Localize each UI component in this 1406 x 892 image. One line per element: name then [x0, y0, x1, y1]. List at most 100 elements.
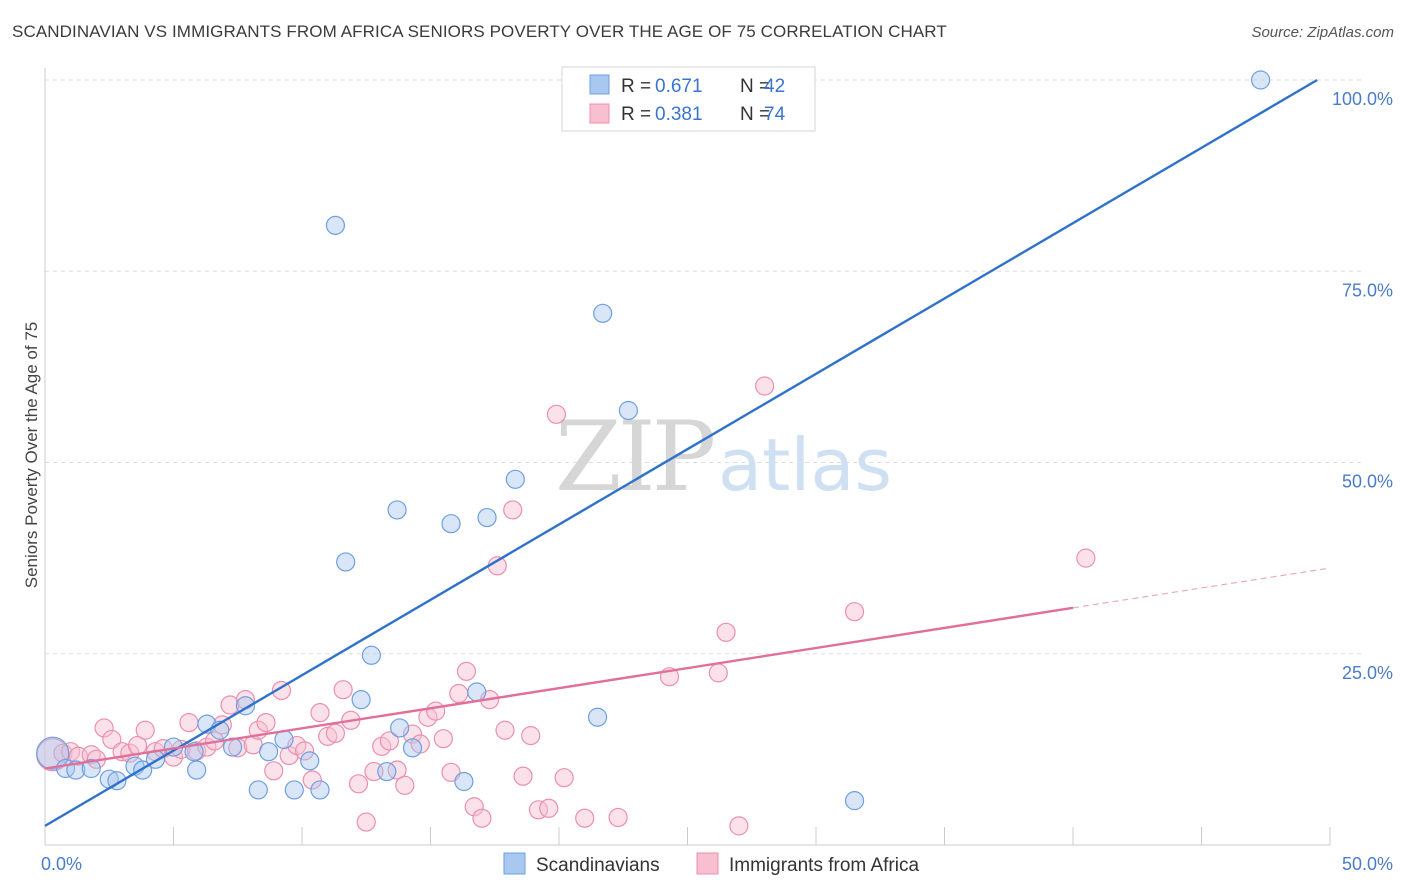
data-point	[467, 682, 487, 702]
data-point	[351, 690, 371, 710]
data-point	[300, 751, 320, 771]
data-point	[187, 760, 207, 780]
series-legend-item-immigrants[interactable]: Immigrants from Africa	[696, 852, 919, 876]
data-point	[575, 808, 595, 828]
data-point	[587, 707, 608, 727]
legend-swatch-immigrants	[589, 103, 610, 124]
data-point	[528, 800, 549, 820]
data-point	[472, 808, 492, 828]
series-legend-item-scandinavians[interactable]: Scandinavians	[503, 852, 660, 876]
legend-row-scandinavians: R = 0.671 N = 42	[589, 74, 785, 97]
series-scandinavians	[36, 70, 1271, 811]
watermark-atlas: atlas	[718, 423, 892, 507]
data-point	[325, 723, 346, 743]
series-swatch-scandinavians	[503, 852, 526, 875]
data-point	[377, 761, 397, 782]
y-tick-label: 25.0%	[1342, 663, 1393, 683]
data-point	[333, 680, 353, 700]
data-point	[539, 798, 559, 818]
data-point	[184, 742, 204, 762]
legend-swatch-scandinavians	[589, 74, 610, 95]
data-point	[302, 770, 322, 790]
data-point	[264, 761, 284, 781]
legend-row-immigrants-from-africa: R = 0.381 N = 74	[589, 103, 786, 125]
data-point	[754, 376, 775, 396]
chart-title: SCANDINAVIAN VS IMMIGRANTS FROM AFRICA S…	[12, 22, 947, 41]
data-point	[348, 774, 369, 794]
watermark: ZIP atlas	[555, 401, 892, 513]
data-point	[521, 726, 541, 746]
axes	[44, 68, 1331, 846]
legend-n-value: 74	[764, 104, 786, 125]
data-point	[449, 683, 469, 704]
data-point	[554, 768, 574, 788]
series-swatch-immigrants	[696, 852, 719, 875]
y-tick-labels: 25.0% 50.0% 75.0% 100.0%	[1332, 89, 1393, 683]
data-points	[36, 70, 1271, 836]
data-point	[618, 400, 638, 421]
legend-r-label: R =	[621, 104, 651, 125]
data-point	[256, 712, 276, 733]
y-axis-label: Seniors Poverty Over the Age of 75	[22, 322, 41, 588]
data-point	[546, 404, 567, 424]
legend-r-label: R =	[621, 76, 651, 97]
legend-n-label: N =	[740, 104, 770, 125]
data-point	[1251, 70, 1271, 90]
data-point	[387, 500, 407, 520]
data-point	[708, 663, 728, 683]
data-point	[503, 500, 523, 520]
y-tick-label: 75.0%	[1342, 280, 1393, 300]
data-point	[387, 760, 407, 780]
data-point	[390, 718, 410, 738]
trend-line	[44, 78, 1318, 827]
data-point	[361, 645, 381, 665]
data-point	[608, 807, 628, 828]
data-point	[94, 718, 114, 738]
data-point	[379, 731, 399, 751]
series-label-immigrants: Immigrants from Africa	[729, 855, 919, 876]
series-label-scandinavians: Scandinavians	[536, 855, 660, 876]
data-point	[318, 726, 338, 746]
y-tick-label: 100.0%	[1332, 89, 1393, 109]
data-point	[310, 780, 330, 800]
data-point	[844, 791, 865, 811]
data-point	[433, 729, 453, 749]
data-point	[729, 816, 749, 836]
watermark-zip: ZIP	[555, 401, 714, 513]
trend-line	[44, 606, 1074, 770]
legend-r-value: 0.381	[655, 104, 703, 125]
data-point	[513, 766, 533, 786]
x-tick-labels: 0.0% 50.0%	[41, 854, 1393, 874]
x-tick-label: 50.0%	[1342, 854, 1393, 874]
x-tick-label: 0.0%	[41, 854, 82, 874]
data-point	[284, 780, 304, 800]
data-point	[325, 215, 346, 235]
data-point	[336, 552, 356, 572]
data-point	[477, 507, 497, 528]
data-point	[220, 695, 240, 715]
legend-n-label: N =	[740, 76, 770, 97]
data-point	[135, 720, 155, 740]
data-point	[441, 514, 461, 534]
data-point	[402, 738, 423, 758]
data-point	[495, 720, 515, 740]
data-point	[179, 712, 199, 733]
series-legend: Scandinavians Immigrants from Africa	[503, 852, 919, 876]
data-point	[258, 742, 279, 762]
data-point	[294, 741, 315, 761]
trend-line-extension	[1072, 567, 1331, 609]
source-label: Source: ZipAtlas.com	[1251, 24, 1394, 41]
data-point	[716, 622, 736, 642]
data-point	[426, 701, 446, 721]
data-point	[310, 703, 330, 723]
data-point	[454, 771, 474, 792]
legend-r-value: 0.671	[655, 76, 703, 97]
grid	[45, 79, 1365, 655]
data-point	[593, 303, 613, 323]
data-point	[356, 812, 376, 832]
trend-lines	[44, 78, 1331, 827]
data-point	[844, 602, 865, 622]
data-point	[395, 775, 415, 795]
data-point	[248, 780, 268, 800]
